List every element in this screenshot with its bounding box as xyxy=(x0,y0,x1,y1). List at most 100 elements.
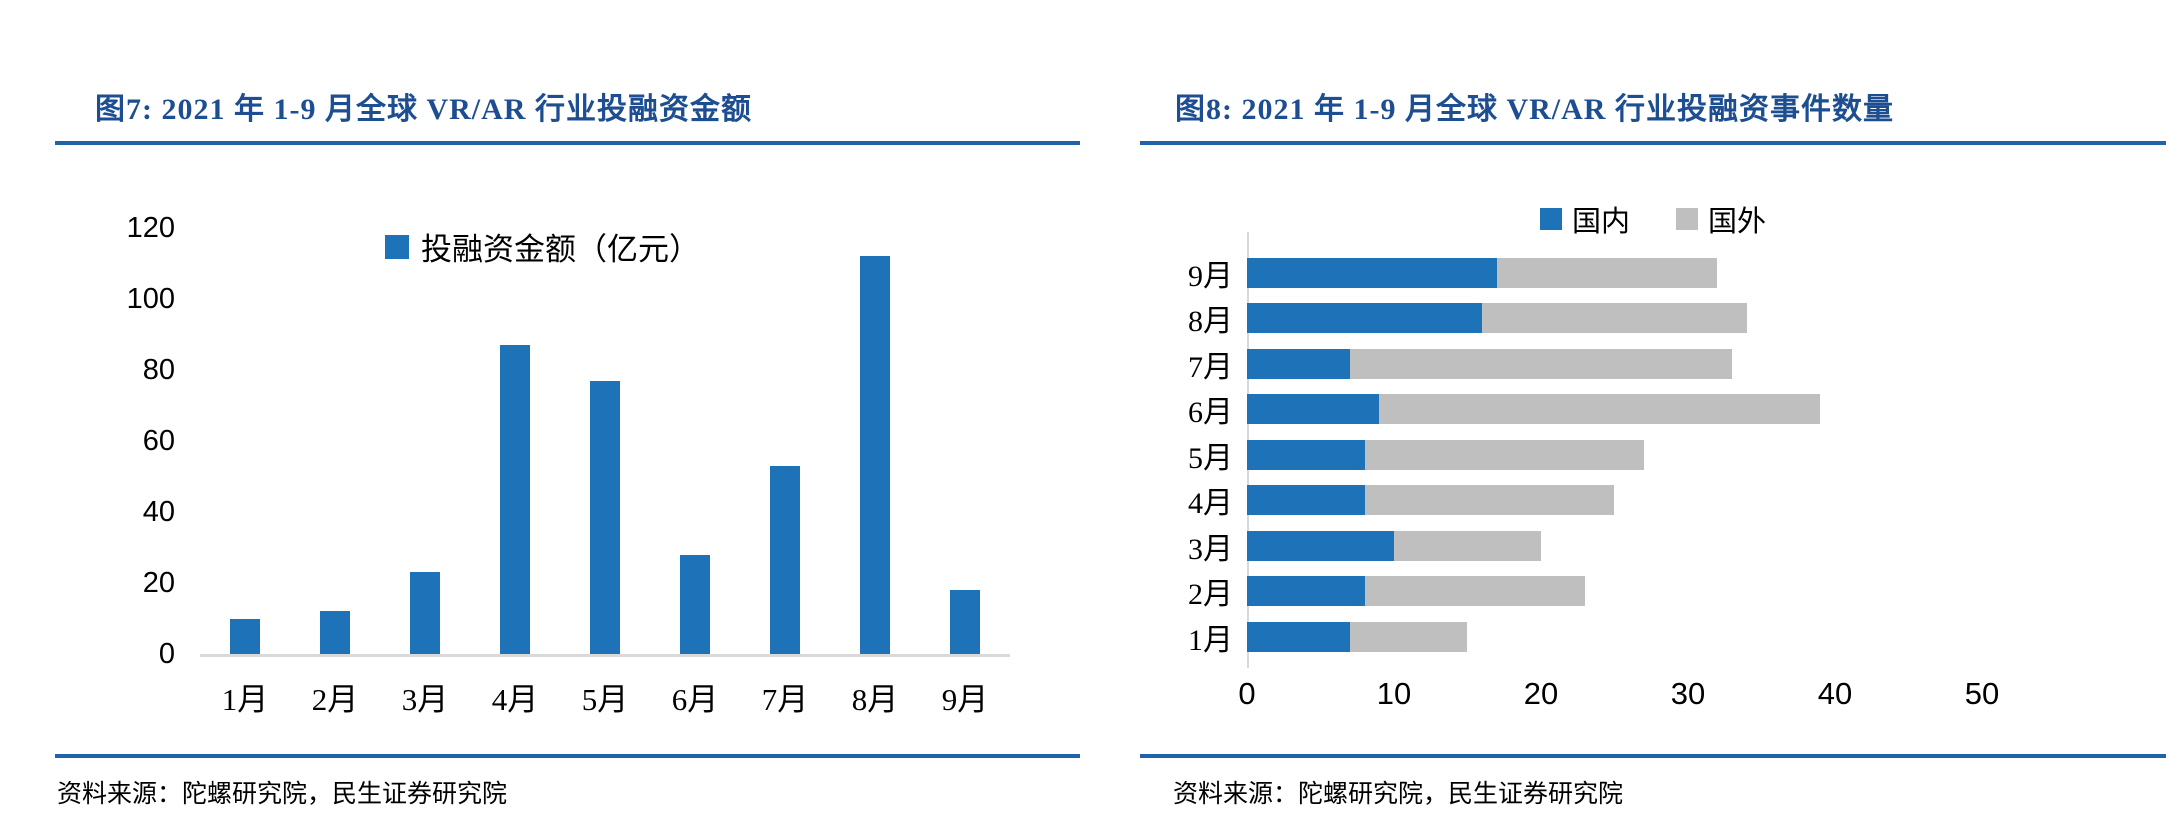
fig8-bar-6月-overseas xyxy=(1379,394,1821,425)
fig7-source: 资料来源：陀螺研究院，民生证券研究院 xyxy=(57,781,508,808)
fig8-bar-5月-overseas xyxy=(1364,439,1644,470)
fig8-category-4月: 4月 xyxy=(1188,487,1233,521)
fig8-xtick-50: 50 xyxy=(1964,676,2000,711)
fig8-category-6月: 6月 xyxy=(1188,396,1233,430)
fig8-title-rule xyxy=(1140,141,2166,145)
fig8-bar-track-3月 xyxy=(1247,530,2150,561)
fig7-bar-slot xyxy=(200,618,290,654)
fig8-xtick-10: 10 xyxy=(1376,676,1412,711)
fig8-bar-track-2月 xyxy=(1247,576,2150,607)
fig8-row-5月: 5月 xyxy=(1165,432,2150,478)
fig8-row-7月: 7月 xyxy=(1165,341,2150,387)
fig8-bar-8月-domestic xyxy=(1247,303,1483,334)
fig8-bar-7月-overseas xyxy=(1349,348,1733,379)
fig8-legend-label: 国内 xyxy=(1571,206,1630,238)
fig7-bar-slot xyxy=(920,590,1010,654)
fig8-bar-6月-domestic xyxy=(1247,394,1380,425)
fig7-xlabel-2月: 2月 xyxy=(311,682,359,717)
fig7-ytick-80: 80 xyxy=(142,354,175,386)
fig8-bar-1月-overseas xyxy=(1349,621,1468,652)
fig7-bar-slot xyxy=(290,611,380,654)
fig8-footer-rule xyxy=(1140,754,2166,758)
fig7-bar-slot xyxy=(560,380,650,654)
fig7-legend-label: 投融资金额（亿元） xyxy=(421,232,700,267)
fig8-category-3月: 3月 xyxy=(1188,532,1233,566)
fig8-xtick-30: 30 xyxy=(1670,676,1706,711)
fig8-row-1月: 1月 xyxy=(1165,614,2150,660)
fig7-bar-8月 xyxy=(860,256,890,654)
fig7-ytick-40: 40 xyxy=(142,496,175,528)
fig8-category-1月: 1月 xyxy=(1188,623,1233,657)
fig7-footer-rule xyxy=(55,754,1080,758)
fig7-bar-1月 xyxy=(230,618,260,654)
fig8-source: 资料来源：陀螺研究院，民生证券研究院 xyxy=(1173,781,1624,808)
fig7-xlabel-7月: 7月 xyxy=(761,682,809,717)
fig8-category-9月: 9月 xyxy=(1188,259,1233,293)
fig8-bar-track-5月 xyxy=(1247,439,2150,470)
fig8-category-8月: 8月 xyxy=(1188,305,1233,339)
fig8-bar-9月-overseas xyxy=(1496,257,1718,288)
fig8-bar-track-4月 xyxy=(1247,485,2150,516)
fig8-legend-item-overseas: 国外 xyxy=(1676,198,1766,240)
fig8-x-axis: 0 10 20 30 40 50 xyxy=(1238,676,2157,716)
fig8-row-3月: 3月 xyxy=(1165,523,2150,569)
fig8-bar-2月-domestic xyxy=(1247,576,1365,607)
fig8-bar-2月-overseas xyxy=(1364,576,1586,607)
fig8-bar-1月-domestic xyxy=(1247,621,1350,652)
fig7-title: 图7: 2021 年 1-9 月全球 VR/AR 行业投融资金额 xyxy=(95,93,752,126)
fig7-ytick-20: 20 xyxy=(142,567,175,599)
fig8-xtick-0: 0 xyxy=(1238,676,1256,711)
fig7-bar-6月 xyxy=(680,554,710,654)
fig8-row-4月: 4月 xyxy=(1165,478,2150,524)
fig7-ytick-100: 100 xyxy=(126,283,175,315)
fig7-bar-3月 xyxy=(410,572,440,654)
fig8-bar-4月-domestic xyxy=(1247,485,1365,516)
fig7-ytick-120: 120 xyxy=(126,212,175,244)
figure7-panel: 图7: 2021 年 1-9 月全球 VR/AR 行业投融资金额 投融资金额（亿… xyxy=(55,0,1080,828)
fig7-bar-slot xyxy=(740,465,830,654)
fig8-category-7月: 7月 xyxy=(1188,350,1233,384)
fig7-legend-swatch xyxy=(385,234,409,259)
fig8-row-9月: 9月 xyxy=(1165,250,2150,296)
fig7-bar-2月 xyxy=(320,611,350,654)
fig8-plot-area: 9月 8月 7月 6月 5月 4月 3月 2月 1月 xyxy=(1165,250,2150,660)
fig8-bar-9月-domestic xyxy=(1247,257,1497,288)
fig8-bar-track-9月 xyxy=(1247,257,2150,288)
fig7-ytick-0: 0 xyxy=(158,638,175,670)
fig8-title: 图8: 2021 年 1-9 月全球 VR/AR 行业投融资事件数量 xyxy=(1175,93,1894,126)
fig8-legend-item-domestic: 国内 xyxy=(1539,198,1630,240)
fig7-x-axis: 1月 2月 3月 4月 5月 6月 7月 8月 9月 xyxy=(200,674,1010,719)
fig8-bar-3月-domestic xyxy=(1247,530,1394,561)
fig8-bar-track-8月 xyxy=(1247,303,2150,334)
fig8-bar-track-7月 xyxy=(1247,348,2150,379)
fig8-legend-swatch-domestic xyxy=(1539,208,1562,230)
fig8-category-2月: 2月 xyxy=(1188,578,1233,612)
fig7-bar-7月 xyxy=(770,465,800,654)
fig8-bar-7月-domestic xyxy=(1247,348,1350,379)
fig8-legend-label: 国外 xyxy=(1708,206,1767,238)
fig7-xlabel-3月: 3月 xyxy=(401,682,449,717)
fig8-row-2月: 2月 xyxy=(1165,569,2150,615)
fig7-y-axis: 0 20 40 60 80 100 120 xyxy=(55,150,175,710)
fig7-bar-slot xyxy=(830,256,920,654)
figure8-panel: 图8: 2021 年 1-9 月全球 VR/AR 行业投融资事件数量 国内 国外 … xyxy=(1140,0,2166,828)
fig8-xtick-40: 40 xyxy=(1817,676,1853,711)
fig7-title-rule xyxy=(55,141,1080,145)
fig7-bar-slot xyxy=(380,572,470,654)
fig8-xtick-20: 20 xyxy=(1523,676,1559,711)
fig8-legend: 国内 国外 xyxy=(1140,198,2166,240)
fig7-ytick-60: 60 xyxy=(142,425,175,457)
fig8-bar-8月-overseas xyxy=(1482,303,1747,334)
fig8-bar-track-6月 xyxy=(1247,394,2150,425)
fig8-category-5月: 5月 xyxy=(1188,441,1233,475)
fig7-xlabel-4月: 4月 xyxy=(491,682,539,717)
fig7-xlabel-6月: 6月 xyxy=(671,682,719,717)
fig8-row-8月: 8月 xyxy=(1165,296,2150,342)
fig8-row-6月: 6月 xyxy=(1165,387,2150,433)
fig8-legend-swatch-overseas xyxy=(1676,208,1698,230)
fig7-bar-9月 xyxy=(950,590,980,654)
fig8-bar-4月-overseas xyxy=(1364,485,1615,516)
fig7-bar-slot xyxy=(470,345,560,654)
fig7-bar-5月 xyxy=(590,380,620,654)
